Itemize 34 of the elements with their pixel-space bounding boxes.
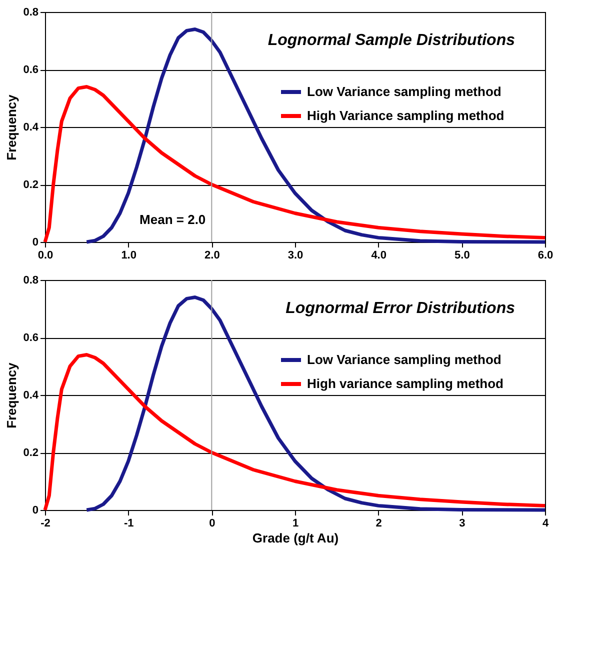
text: Lognormal Error Distributions (286, 300, 516, 317)
y-tick-label: 0.6 (23, 64, 38, 76)
x-tick-label: 5.0 (454, 250, 470, 262)
y-tick-label: 0.6 (23, 332, 38, 344)
y-tick-label: 0.4 (23, 122, 40, 134)
legend-label: High Variance sampling method (307, 108, 504, 123)
x-tick-label: 0 (209, 518, 216, 530)
text: Lognormal Sample Distributions (268, 32, 516, 49)
y-tick-label: 0.2 (23, 179, 38, 191)
y-tick-label: 0.2 (23, 447, 38, 459)
x-tick-label: 1 (292, 518, 299, 530)
x-tick-label: 2.0 (204, 250, 220, 262)
y-tick-label: 0 (32, 504, 38, 516)
y-tick-label: 0 (32, 236, 38, 248)
x-tick-label: 4 (542, 518, 550, 530)
y-axis-title: Frequency (4, 362, 20, 428)
x-tick-label: 1.0 (121, 250, 136, 262)
x-tick-label: 0.0 (38, 250, 54, 262)
y-tick-label: 0.8 (23, 6, 38, 18)
ref-line-label: Mean = 2.0 (140, 212, 206, 227)
x-tick-label: 6.0 (538, 250, 554, 262)
x-axis-title: Grade (g/t Au) (252, 530, 339, 546)
legend-label: High variance sampling method (307, 376, 504, 391)
y-axis-title: Frequency (4, 94, 20, 160)
x-tick-label: -2 (40, 518, 50, 530)
x-tick-label: 3 (459, 518, 466, 530)
y-tick-label: 0.8 (23, 274, 38, 286)
y-tick-label: 0.4 (23, 390, 40, 402)
x-tick-label: 2 (376, 518, 382, 530)
x-tick-label: 3.0 (288, 250, 304, 262)
legend-label: Low Variance sampling method (307, 84, 502, 99)
x-tick-label: 4.0 (371, 250, 386, 262)
x-tick-label: -1 (124, 518, 134, 530)
legend-label: Low Variance sampling method (307, 352, 502, 367)
